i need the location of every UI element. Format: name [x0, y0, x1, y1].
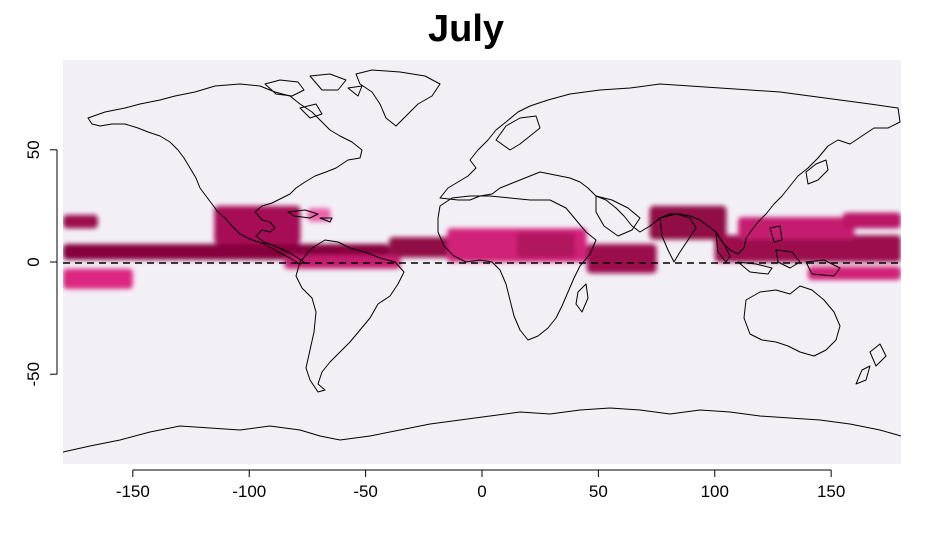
heat-region-4	[214, 205, 301, 245]
coastline-se-asia	[715, 225, 841, 277]
coastline-arctic-islands	[264, 73, 363, 119]
coastline-arabia	[595, 195, 641, 237]
heat-region-3	[284, 255, 401, 269]
coastline-madagascar	[575, 283, 589, 313]
heat-region-9	[516, 232, 576, 258]
x-tick-label: 100	[701, 482, 729, 501]
coastline-south-america	[295, 239, 405, 393]
x-tick-label: -50	[353, 482, 378, 501]
heat-region-11	[649, 205, 727, 240]
coastline-australia	[743, 285, 841, 357]
x-tick-label: 0	[477, 482, 486, 501]
heat-region-5	[63, 214, 98, 229]
x-tick-label: 150	[817, 482, 845, 501]
heat-region-7	[307, 208, 331, 222]
coastline-india	[659, 213, 697, 263]
y-axis: -50 0 50	[24, 140, 58, 387]
x-axis: -150 -100 -50 0 50 100 150	[116, 469, 845, 501]
coastline-antarctica	[63, 407, 901, 453]
heat-region-13	[738, 217, 855, 240]
precipitation-heat-layer	[63, 205, 901, 289]
x-tick-label: -100	[232, 482, 266, 501]
coastline-caribbean	[287, 209, 333, 223]
heat-region-15	[807, 266, 901, 280]
x-tick-label: -150	[116, 482, 150, 501]
heat-region-6	[63, 268, 133, 289]
y-tick-label: 0	[24, 257, 43, 266]
y-tick-label: 50	[24, 140, 43, 159]
x-tick-label: 50	[589, 482, 608, 501]
coastline-japan	[805, 159, 829, 185]
heat-region-12	[714, 235, 901, 262]
y-tick-label: -50	[24, 362, 43, 387]
coastline-scandinavia	[495, 115, 541, 151]
coastline-new-zealand	[855, 343, 887, 385]
heat-region-14	[842, 212, 901, 229]
chart-title: July	[427, 8, 505, 50]
coastline-greenland	[355, 69, 441, 127]
heat-region-10	[586, 244, 657, 274]
coastline-eurasia	[439, 83, 901, 255]
coastlines	[63, 69, 901, 453]
coastline-africa	[437, 195, 597, 341]
